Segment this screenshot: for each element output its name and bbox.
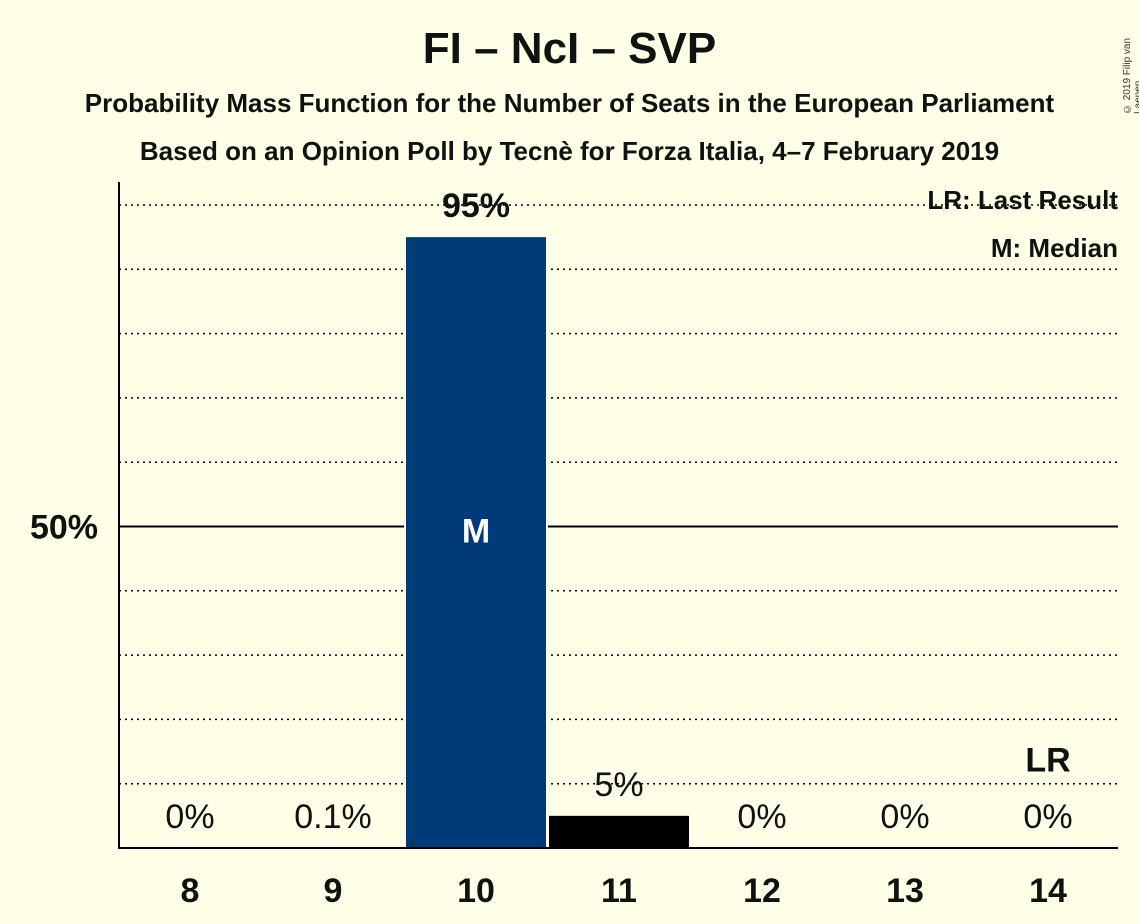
bar xyxy=(549,815,689,848)
data-label: 5% xyxy=(594,766,643,804)
data-label: 0% xyxy=(1023,798,1072,836)
legend-last-result: LR: Last Result xyxy=(927,185,1118,215)
data-label: 0.1% xyxy=(294,798,372,836)
x-tick-label: 8 xyxy=(181,872,200,910)
x-tick-label: 10 xyxy=(457,872,495,910)
data-labels: 0% 0.1% 95% M 5% 0% 0% 0% LR xyxy=(165,187,1072,836)
data-label: 0% xyxy=(165,798,214,836)
chart-source: Based on an Opinion Poll by Tecnè for Fo… xyxy=(139,136,1000,166)
median-marker: M xyxy=(462,513,490,551)
data-label: 0% xyxy=(880,798,929,836)
x-tick-label: 11 xyxy=(601,872,637,910)
gridlines xyxy=(119,204,1118,785)
data-label: 95% xyxy=(442,187,510,225)
chart-subtitle: Probability Mass Function for the Number… xyxy=(84,88,1055,118)
x-tick-label: 12 xyxy=(743,872,781,910)
chart-title: FI – NcI – SVP xyxy=(422,24,717,73)
last-result-marker: LR xyxy=(1025,742,1070,780)
y-tick-label: 50% xyxy=(30,509,98,547)
axes: 8 9 10 11 12 13 14 50% xyxy=(30,182,1118,910)
x-tick-label: 9 xyxy=(324,872,343,910)
bars xyxy=(404,235,691,848)
x-tick-label: 13 xyxy=(886,872,924,910)
legend: LR: Last Result M: Median xyxy=(927,185,1118,263)
data-label: 0% xyxy=(737,798,786,836)
bar xyxy=(406,237,546,848)
x-tick-label: 14 xyxy=(1029,872,1067,910)
legend-median: M: Median xyxy=(991,233,1118,263)
